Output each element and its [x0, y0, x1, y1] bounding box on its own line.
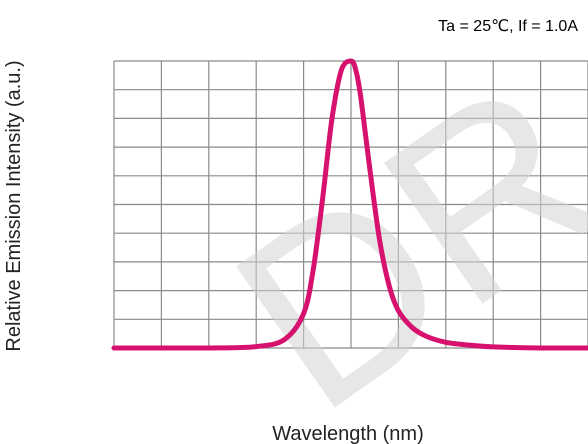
y-axis-label: Relative Emission Intensity (a.u.)	[3, 60, 25, 351]
x-axis-label: Wavelength (nm)	[272, 423, 424, 444]
series-line	[111, 58, 588, 351]
measurement-conditions: Ta = 25℃, If = 1.0A	[438, 18, 578, 35]
